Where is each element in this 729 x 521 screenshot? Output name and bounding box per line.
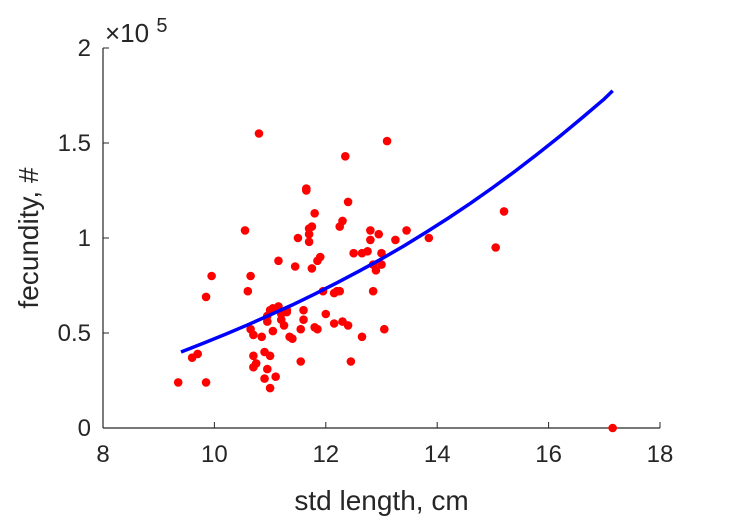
data-point bbox=[340, 152, 350, 161]
data-point bbox=[368, 286, 378, 296]
x-tick-label: 16 bbox=[535, 441, 562, 468]
data-point bbox=[293, 233, 303, 243]
data-point bbox=[402, 226, 411, 235]
data-point bbox=[243, 286, 253, 296]
data-point bbox=[279, 321, 289, 330]
x-tick-label: 8 bbox=[96, 441, 109, 468]
data-point bbox=[366, 226, 375, 235]
axes: 8 10 12 14 16 18 0 0.5 1 1.5 2 bbox=[58, 35, 674, 468]
y-axis-label: fecundity, # bbox=[13, 167, 44, 309]
axis-labels: std length, cm fecundity, # ×10 5 bbox=[13, 15, 469, 516]
x-tick-label: 12 bbox=[312, 441, 339, 468]
data-point bbox=[201, 378, 211, 387]
data-point bbox=[307, 264, 317, 273]
y-tick-label: 2 bbox=[78, 35, 91, 62]
data-point bbox=[313, 324, 322, 334]
data-point bbox=[173, 378, 183, 387]
scatter-points bbox=[173, 129, 617, 433]
data-point bbox=[260, 374, 269, 383]
data-point bbox=[315, 252, 325, 262]
data-point bbox=[263, 317, 272, 326]
data-point bbox=[424, 233, 434, 243]
data-point bbox=[335, 286, 345, 296]
y-tick-label: 1.5 bbox=[58, 130, 91, 157]
data-point bbox=[346, 357, 356, 366]
data-point bbox=[296, 324, 306, 334]
y-tick-label: 0 bbox=[78, 415, 91, 442]
y-multiplier-exponent: 5 bbox=[156, 15, 167, 37]
fit-curve bbox=[180, 89, 614, 354]
data-point bbox=[240, 226, 250, 235]
data-point bbox=[304, 237, 314, 247]
data-point bbox=[499, 207, 509, 216]
data-point bbox=[338, 216, 347, 226]
data-point bbox=[357, 332, 367, 342]
data-point bbox=[377, 248, 386, 258]
y-multiplier-prefix: ×10 bbox=[105, 18, 149, 48]
data-point bbox=[271, 372, 280, 382]
data-point bbox=[249, 330, 258, 340]
data-point bbox=[290, 262, 300, 271]
fit-curve-layer bbox=[180, 89, 614, 354]
data-point bbox=[302, 184, 311, 193]
data-point bbox=[263, 364, 272, 374]
data-point bbox=[374, 229, 384, 239]
data-point bbox=[491, 243, 500, 252]
data-point bbox=[201, 292, 211, 302]
data-point bbox=[608, 423, 617, 433]
data-point bbox=[329, 319, 339, 328]
data-point bbox=[296, 357, 306, 366]
y-tick-label: 1 bbox=[78, 225, 91, 252]
data-point bbox=[299, 315, 308, 325]
x-tick-label: 14 bbox=[424, 441, 451, 468]
data-point bbox=[321, 309, 331, 319]
data-point bbox=[343, 197, 353, 207]
data-point bbox=[288, 334, 297, 344]
data-point bbox=[363, 247, 372, 256]
x-tick-label: 10 bbox=[201, 441, 228, 468]
data-point bbox=[268, 326, 278, 336]
data-point bbox=[251, 359, 261, 368]
data-point bbox=[349, 248, 358, 258]
data-point bbox=[310, 209, 319, 218]
x-axis-label: std length, cm bbox=[294, 485, 468, 516]
data-point bbox=[382, 136, 392, 146]
data-point bbox=[343, 321, 353, 330]
data-point bbox=[254, 129, 264, 138]
data-point bbox=[274, 256, 283, 266]
data-point bbox=[304, 229, 314, 239]
data-point bbox=[207, 271, 216, 281]
data-point bbox=[371, 266, 381, 275]
data-point bbox=[299, 305, 308, 315]
data-point bbox=[193, 349, 202, 359]
data-point bbox=[265, 351, 275, 361]
data-point bbox=[257, 332, 267, 342]
data-point bbox=[246, 271, 255, 281]
data-point bbox=[307, 222, 317, 231]
data-point bbox=[249, 351, 258, 361]
y-multiplier-label: ×10 5 bbox=[105, 15, 167, 48]
data-point bbox=[391, 235, 400, 245]
data-point bbox=[377, 260, 386, 269]
data-point bbox=[366, 235, 375, 245]
data-point bbox=[265, 383, 275, 393]
data-point bbox=[379, 324, 389, 334]
x-tick-label: 18 bbox=[647, 441, 674, 468]
y-tick-label: 0.5 bbox=[58, 320, 91, 347]
